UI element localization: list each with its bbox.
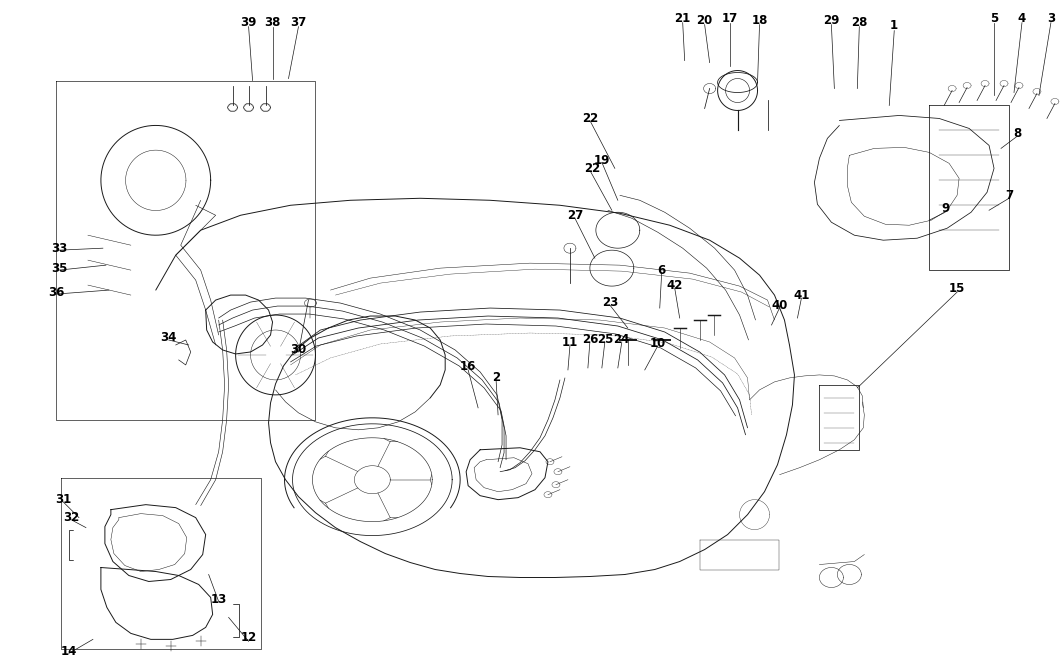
- Text: 23: 23: [602, 296, 618, 308]
- Text: 1: 1: [890, 19, 898, 32]
- Text: 35: 35: [51, 262, 67, 275]
- Text: 14: 14: [61, 645, 78, 658]
- Text: 38: 38: [265, 16, 281, 29]
- Text: 33: 33: [51, 242, 67, 255]
- Text: 16: 16: [460, 361, 476, 373]
- Text: 22: 22: [581, 112, 598, 125]
- Text: 18: 18: [752, 14, 767, 27]
- Text: 31: 31: [55, 493, 71, 506]
- Text: 32: 32: [63, 511, 79, 524]
- Text: 26: 26: [581, 333, 598, 347]
- Text: 36: 36: [48, 286, 64, 298]
- Text: 2: 2: [492, 371, 500, 385]
- Text: 39: 39: [240, 16, 257, 29]
- Text: 9: 9: [941, 202, 949, 215]
- Text: 21: 21: [675, 12, 691, 25]
- Text: 41: 41: [793, 288, 810, 302]
- Text: 4: 4: [1018, 12, 1026, 25]
- Text: 5: 5: [990, 12, 998, 25]
- Text: 15: 15: [949, 282, 965, 294]
- Text: 7: 7: [1005, 189, 1013, 202]
- Text: 13: 13: [210, 593, 226, 606]
- Text: 29: 29: [823, 14, 840, 27]
- Text: 27: 27: [567, 209, 583, 221]
- Text: 28: 28: [851, 16, 867, 29]
- Text: 17: 17: [722, 12, 738, 25]
- Text: 25: 25: [596, 333, 613, 347]
- Text: 40: 40: [772, 298, 788, 312]
- Text: 20: 20: [696, 14, 713, 27]
- Text: 8: 8: [1013, 127, 1022, 140]
- Text: 12: 12: [240, 631, 256, 644]
- Text: 6: 6: [658, 264, 665, 277]
- Text: 30: 30: [290, 343, 306, 357]
- Text: 10: 10: [649, 337, 665, 351]
- Text: 34: 34: [161, 332, 176, 345]
- Text: 11: 11: [561, 337, 578, 349]
- Text: 19: 19: [593, 154, 610, 167]
- Text: 37: 37: [290, 16, 306, 29]
- Text: 22: 22: [584, 162, 600, 175]
- Text: 42: 42: [667, 278, 682, 292]
- Text: 24: 24: [613, 333, 630, 347]
- Text: 3: 3: [1047, 12, 1054, 25]
